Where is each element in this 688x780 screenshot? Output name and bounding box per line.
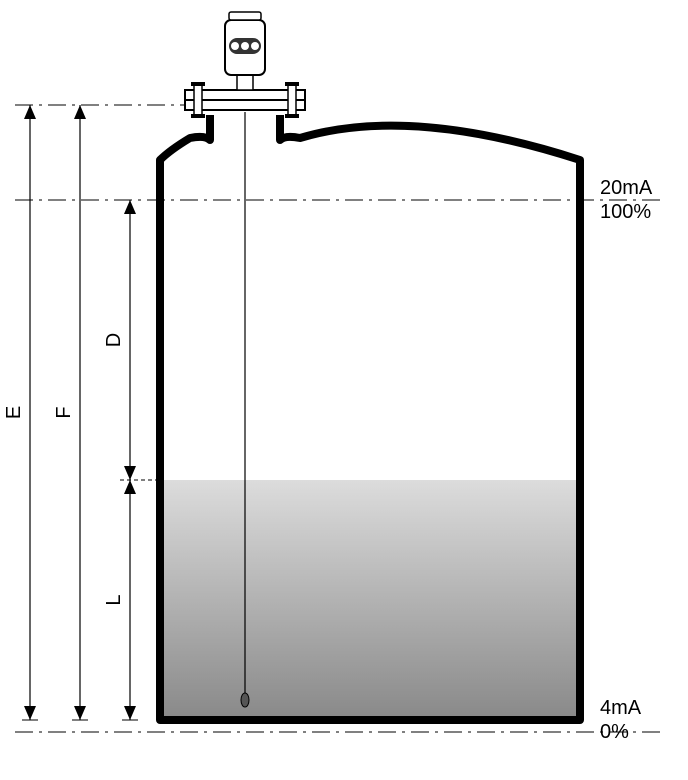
sensor-stem — [237, 75, 253, 90]
label-upper-percent: 100% — [600, 201, 651, 223]
tank-level-diagram: E F D L 20mA100% 4mA0% — [0, 0, 688, 780]
label-upper-current: 20mA — [600, 177, 653, 199]
arrowhead — [124, 706, 136, 720]
bolt-nut — [191, 82, 205, 86]
arrowhead — [124, 480, 136, 494]
arrowhead — [24, 706, 36, 720]
label-lower-current: 4mA — [600, 697, 642, 719]
bolt-nut — [191, 114, 205, 118]
flange-bolt — [288, 84, 296, 116]
sensor-indicator — [231, 42, 239, 50]
arrowhead — [74, 706, 86, 720]
flange-plate-lower — [185, 100, 305, 110]
sensor-indicator — [241, 42, 249, 50]
sensor-cap — [229, 12, 261, 20]
arrowhead — [124, 466, 136, 480]
sensor-indicator — [251, 42, 259, 50]
arrowhead — [24, 105, 36, 119]
bolt-nut — [285, 114, 299, 118]
arrowhead — [124, 200, 136, 214]
dimension-label-L: L — [103, 594, 125, 605]
sensor-head — [225, 12, 265, 90]
dimension-label-E: E — [3, 406, 25, 419]
arrowhead — [74, 105, 86, 119]
flange-bolt — [194, 84, 202, 116]
dimension-label-F: F — [53, 406, 75, 418]
label-lower-percent: 0% — [600, 721, 629, 743]
probe-tip — [241, 693, 249, 707]
liquid-fill — [164, 480, 576, 716]
bolt-nut — [285, 82, 299, 86]
flange-plate — [185, 90, 305, 100]
dimension-label-D: D — [103, 333, 125, 347]
